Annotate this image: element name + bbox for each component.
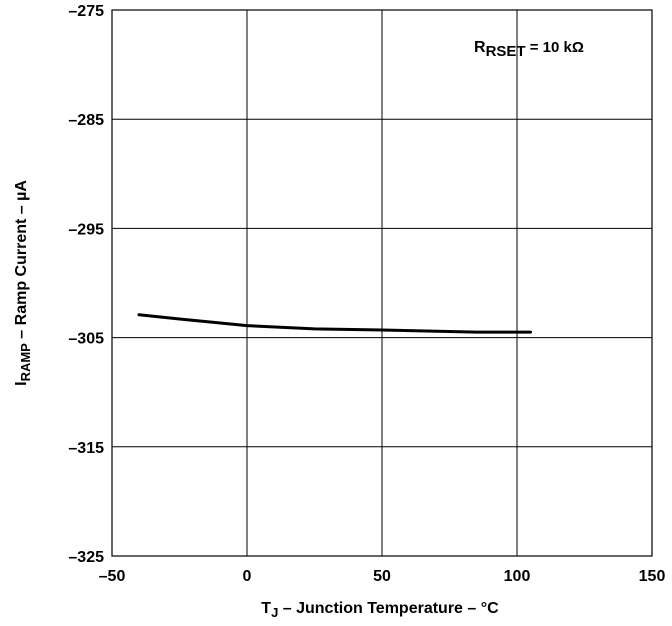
- grid-lines: [111, 9, 653, 557]
- plot-frame: [111, 9, 653, 557]
- x-tick-label: –50: [99, 568, 126, 585]
- y-tick-label: –275: [68, 3, 104, 20]
- x-axis-title: TJ – Junction Temperature – °C: [261, 600, 499, 620]
- y-axis-title-sub: RAMP: [18, 343, 33, 382]
- y-tick-label: –325: [68, 549, 104, 566]
- rset-annotation: RRSET = 10 kΩ: [474, 39, 584, 60]
- x-axis-title-rest: – Junction Temperature – °C: [278, 600, 499, 617]
- x-tick-label: 150: [639, 568, 666, 585]
- y-tick-labels: –275 –285 –295 –305 –315 –325: [68, 3, 104, 566]
- y-axis-title-rest: – Ramp Current – µA: [13, 180, 30, 343]
- y-tick-label: –305: [68, 331, 104, 348]
- y-tick-label: –295: [68, 221, 104, 238]
- y-axis-title-main: I: [13, 381, 30, 385]
- series-line: [137, 313, 532, 334]
- y-tick-label: –285: [68, 112, 104, 129]
- annotation-rest: = 10 kΩ: [526, 39, 584, 56]
- x-tick-label: 100: [504, 568, 531, 585]
- y-tick-label: –315: [68, 440, 104, 457]
- x-tick-label: 0: [243, 568, 252, 585]
- y-axis-title: IRAMP – Ramp Current – µA: [13, 180, 33, 386]
- x-tick-label: 50: [373, 568, 391, 585]
- x-axis-title-main: T: [261, 600, 271, 617]
- annotation-sub: RSET: [486, 43, 526, 60]
- x-axis-title-sub: J: [271, 605, 278, 620]
- x-tick-labels: –50 0 50 100 150: [99, 568, 666, 585]
- annotation-main: R: [474, 39, 486, 56]
